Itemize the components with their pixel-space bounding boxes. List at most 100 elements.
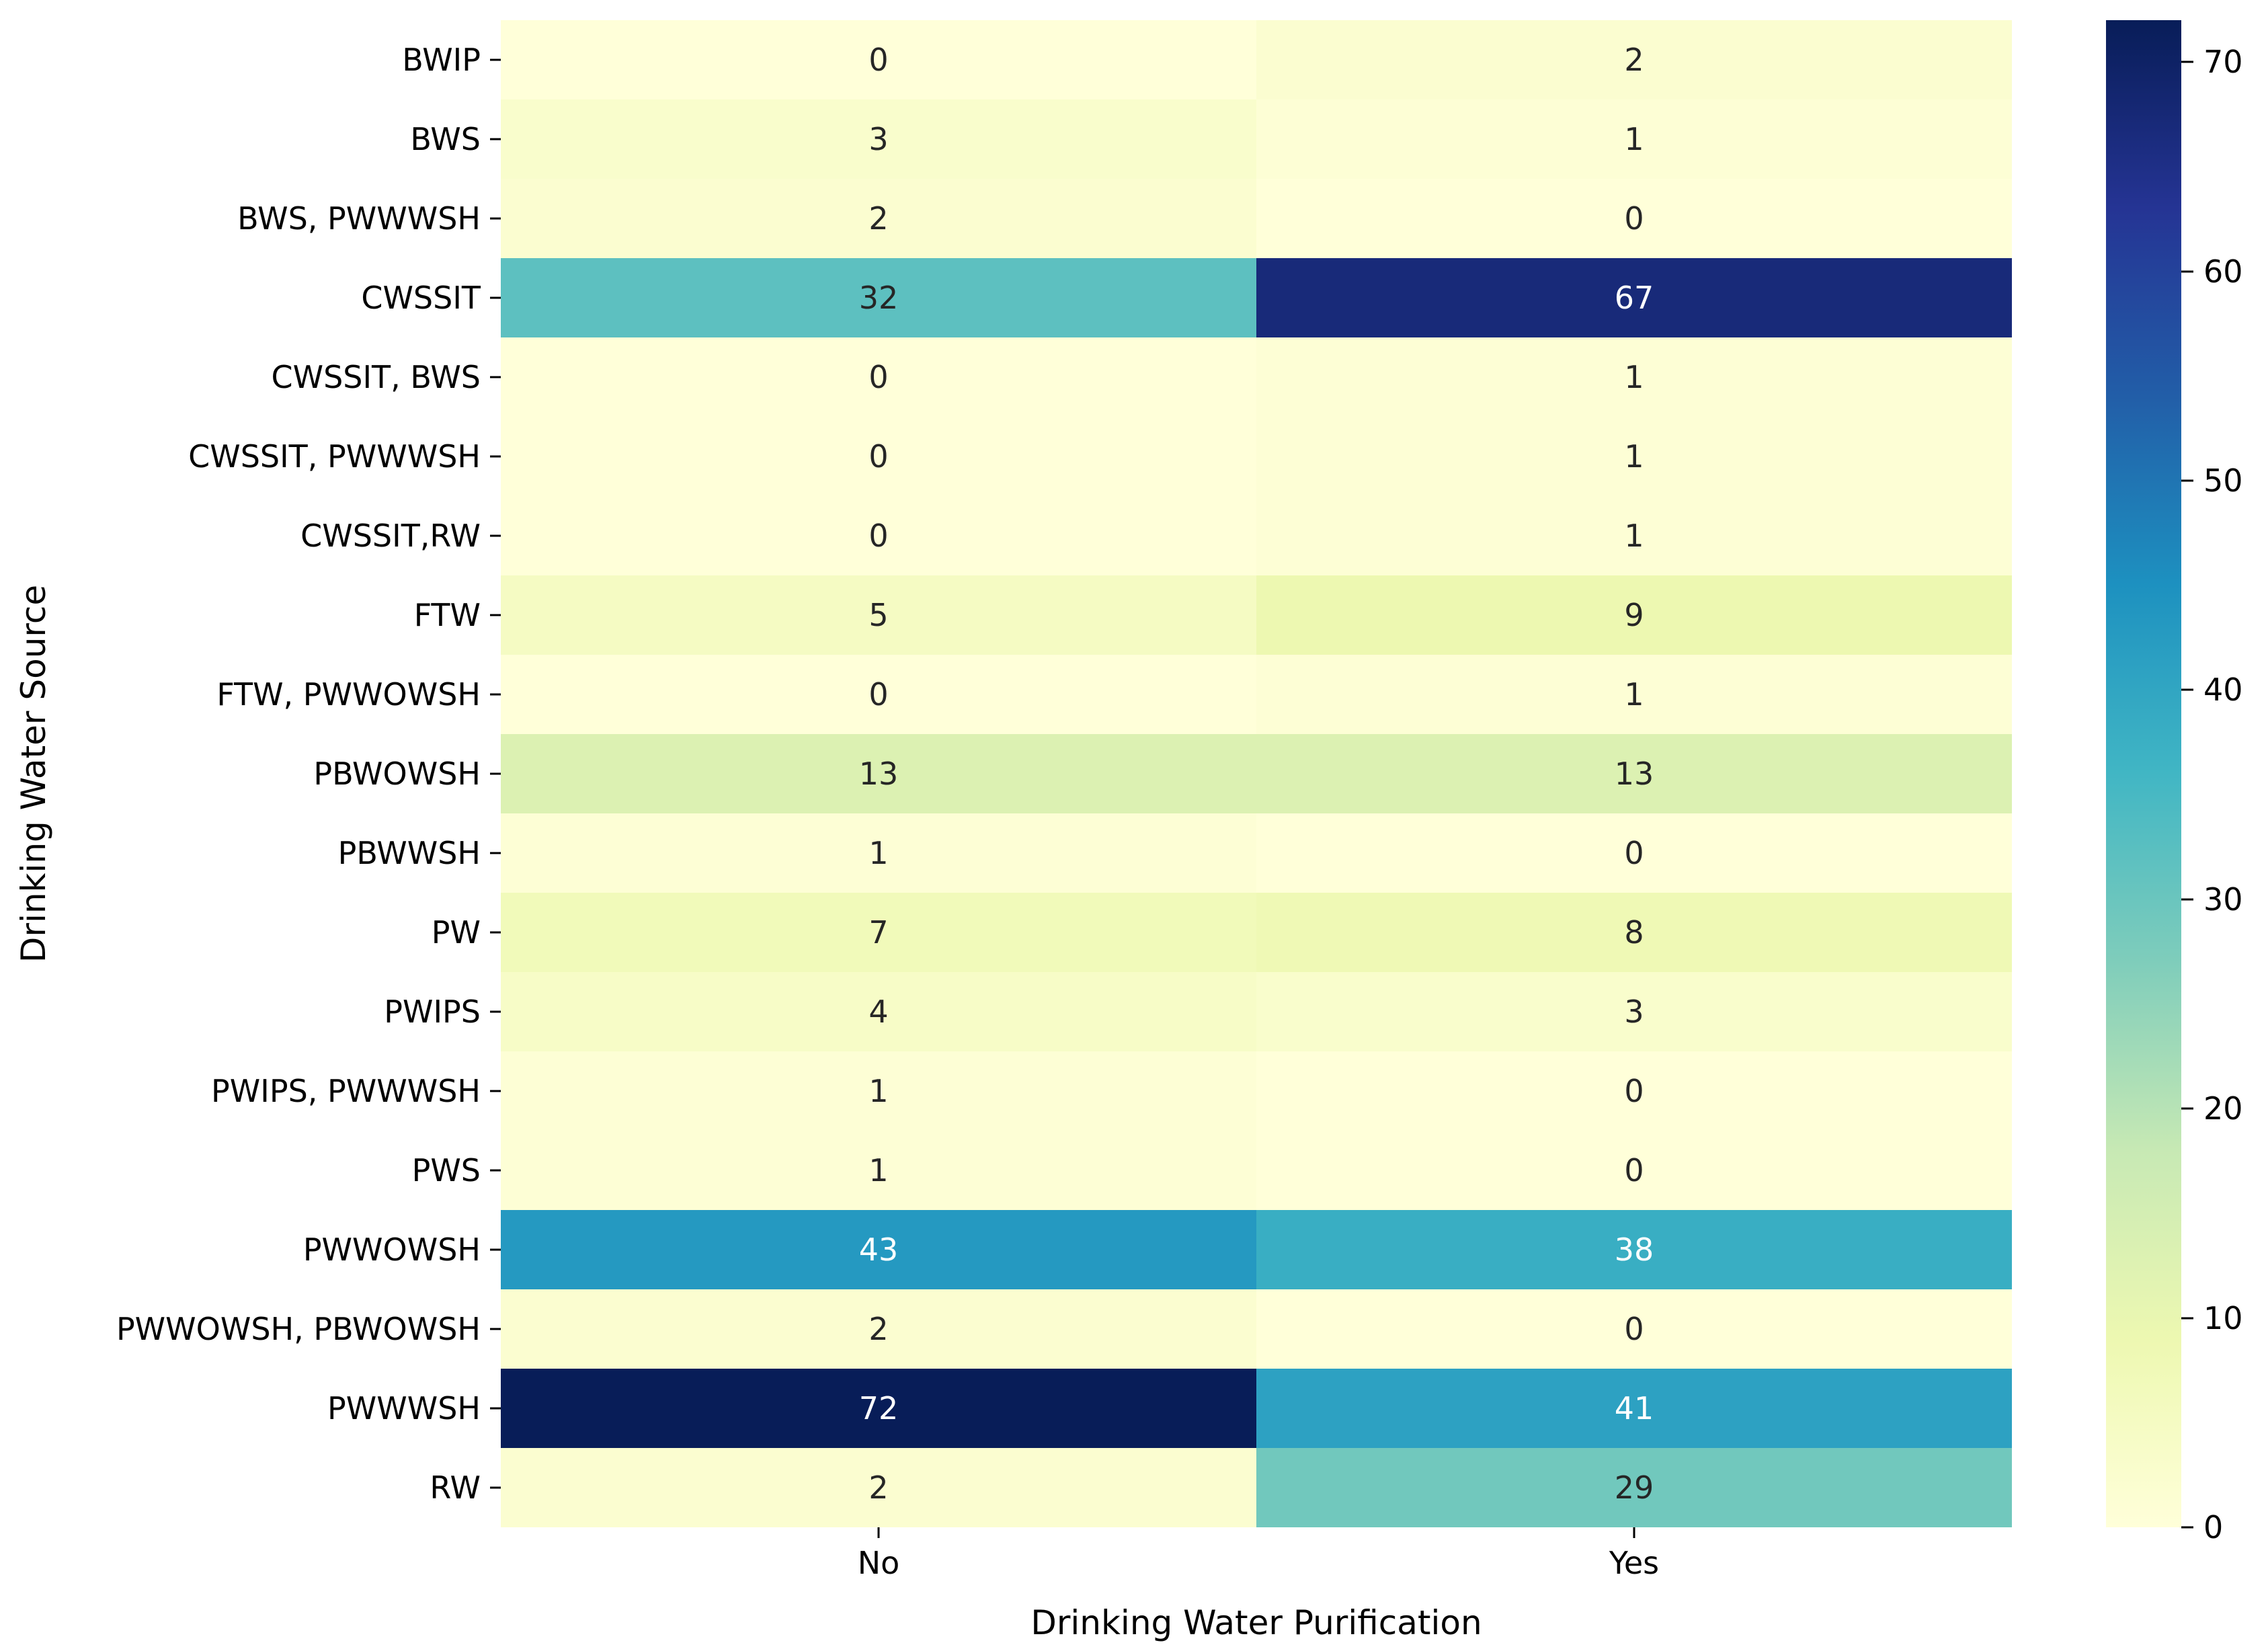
heatmap-cell: 0 bbox=[501, 337, 1256, 417]
heatmap-cell: 38 bbox=[1256, 1210, 2012, 1289]
x-tick-label: Yes bbox=[1609, 1545, 1660, 1581]
y-tick-label: CWSSIT, BWS bbox=[271, 359, 481, 395]
cell-value: 7 bbox=[868, 914, 889, 951]
heatmap-cell: 8 bbox=[1256, 893, 2012, 972]
y-tick-mark bbox=[490, 1328, 501, 1330]
cell-value: 29 bbox=[1614, 1469, 1654, 1506]
y-tick-label: PWWOWSH, PBWOWSH bbox=[116, 1311, 481, 1347]
heatmap-cell: 13 bbox=[1256, 734, 2012, 813]
cell-value: 5 bbox=[868, 597, 889, 633]
heatmap-cell: 0 bbox=[1256, 1131, 2012, 1210]
y-tick-mark bbox=[490, 1010, 501, 1013]
colorbar-tick-mark bbox=[2181, 1107, 2193, 1110]
x-tick-mark bbox=[877, 1527, 880, 1538]
cell-value: 1 bbox=[1624, 438, 1644, 475]
y-tick-label: PBWOWSH bbox=[313, 756, 481, 792]
cell-value: 4 bbox=[868, 994, 889, 1030]
cell-value: 13 bbox=[858, 756, 899, 792]
y-tick-mark bbox=[490, 931, 501, 934]
cell-value: 13 bbox=[1614, 756, 1654, 792]
y-tick-mark bbox=[490, 1248, 501, 1251]
heatmap-cell: 5 bbox=[501, 575, 1256, 655]
heatmap-cell: 4 bbox=[501, 972, 1256, 1051]
cell-value: 3 bbox=[1624, 994, 1644, 1030]
y-tick-mark bbox=[490, 772, 501, 775]
cell-value: 0 bbox=[868, 676, 889, 713]
cell-value: 0 bbox=[868, 359, 889, 395]
heatmap-cell: 13 bbox=[501, 734, 1256, 813]
colorbar-tick-mark bbox=[2181, 270, 2193, 273]
heatmap-cell: 1 bbox=[1256, 496, 2012, 575]
heatmap-cell: 1 bbox=[1256, 655, 2012, 734]
cell-value: 1 bbox=[868, 835, 889, 871]
heatmap-cell: 2 bbox=[501, 179, 1256, 258]
y-tick-mark bbox=[490, 534, 501, 537]
y-tick-label: PWWOWSH bbox=[302, 1232, 481, 1268]
heatmap-cell: 43 bbox=[501, 1210, 1256, 1289]
y-tick-mark bbox=[490, 376, 501, 378]
cell-value: 72 bbox=[858, 1390, 899, 1426]
heatmap-cell: 7 bbox=[501, 893, 1256, 972]
y-axis-title: Drinking Water Source bbox=[14, 584, 53, 963]
heatmap-cell: 29 bbox=[1256, 1448, 2012, 1527]
y-tick-mark bbox=[490, 217, 501, 220]
colorbar-tick-label: 20 bbox=[2203, 1090, 2243, 1127]
heatmap-cell: 0 bbox=[1256, 1051, 2012, 1131]
y-tick-label: BWS, PWWWSH bbox=[237, 200, 481, 237]
cell-value: 0 bbox=[868, 518, 889, 554]
colorbar-tick-mark bbox=[2181, 1526, 2193, 1529]
heatmap-cell: 72 bbox=[501, 1369, 1256, 1448]
cell-value: 0 bbox=[868, 42, 889, 78]
cell-value: 67 bbox=[1614, 280, 1654, 316]
y-tick-label: PWWWSH bbox=[327, 1390, 481, 1426]
cell-value: 9 bbox=[1624, 597, 1644, 633]
cell-value: 1 bbox=[1624, 121, 1644, 157]
y-tick-label: BWIP bbox=[402, 42, 481, 78]
y-tick-label: PWIPS, PWWWSH bbox=[211, 1073, 481, 1109]
colorbar-tick-mark bbox=[2181, 688, 2193, 691]
cell-value: 8 bbox=[1624, 914, 1644, 951]
heatmap-cell: 1 bbox=[501, 813, 1256, 893]
cell-value: 3 bbox=[868, 121, 889, 157]
y-tick-label: PWS bbox=[411, 1152, 481, 1189]
y-tick-label: PW bbox=[431, 914, 481, 951]
y-tick-mark bbox=[490, 138, 501, 140]
x-tick-mark bbox=[1633, 1527, 1635, 1538]
heatmap-cell: 0 bbox=[1256, 179, 2012, 258]
cell-value: 41 bbox=[1614, 1390, 1654, 1426]
heatmap-cell: 2 bbox=[501, 1289, 1256, 1369]
cell-value: 1 bbox=[1624, 359, 1644, 395]
x-axis-title: Drinking Water Purification bbox=[1030, 1603, 1482, 1642]
y-tick-mark bbox=[490, 852, 501, 854]
cell-value: 0 bbox=[868, 438, 889, 475]
y-tick-mark bbox=[490, 614, 501, 616]
y-tick-label: BWS bbox=[410, 121, 481, 157]
y-tick-mark bbox=[490, 58, 501, 61]
cell-value: 1 bbox=[1624, 518, 1644, 554]
cell-value: 0 bbox=[1624, 1311, 1644, 1347]
heatmap-cell: 1 bbox=[1256, 417, 2012, 496]
heatmap-cell: 32 bbox=[501, 258, 1256, 337]
y-tick-label: FTW, PWWOWSH bbox=[216, 676, 481, 713]
heatmap-cell: 0 bbox=[501, 655, 1256, 734]
heatmap-cell: 67 bbox=[1256, 258, 2012, 337]
y-tick-mark bbox=[490, 693, 501, 696]
cell-value: 0 bbox=[1624, 835, 1644, 871]
heatmap-cell: 0 bbox=[1256, 813, 2012, 893]
heatmap-cell: 0 bbox=[1256, 1289, 2012, 1369]
heatmap-cell: 1 bbox=[1256, 99, 2012, 179]
colorbar-tick-mark bbox=[2181, 1317, 2193, 1320]
heatmap-cell: 0 bbox=[501, 20, 1256, 99]
cell-value: 38 bbox=[1614, 1232, 1654, 1268]
x-tick-label: No bbox=[857, 1545, 900, 1581]
cell-value: 1 bbox=[1624, 676, 1644, 713]
y-tick-label: PBWWSH bbox=[337, 835, 481, 871]
y-tick-mark bbox=[490, 296, 501, 299]
cell-value: 2 bbox=[868, 1311, 889, 1347]
cell-value: 0 bbox=[1624, 200, 1644, 237]
colorbar-tick-label: 10 bbox=[2203, 1299, 2243, 1336]
y-tick-mark bbox=[490, 455, 501, 458]
y-tick-label: PWIPS bbox=[384, 994, 481, 1030]
colorbar-tick-label: 30 bbox=[2203, 881, 2243, 918]
